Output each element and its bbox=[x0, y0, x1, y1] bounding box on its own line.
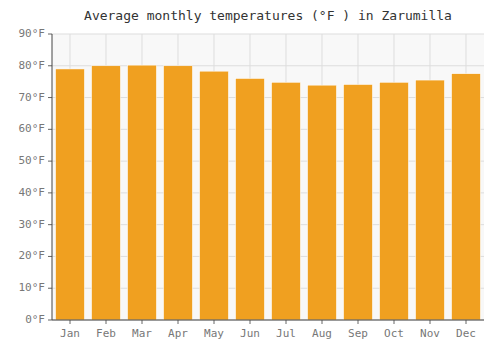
y-tick-label: 60°F bbox=[19, 122, 46, 135]
y-tick-label: 20°F bbox=[19, 249, 46, 262]
x-tick bbox=[214, 320, 215, 324]
x-ticks: Jan Feb Mar Apr May Jun Jul Aug Sep Oct Nov Dec bbox=[60, 320, 476, 340]
grid bbox=[52, 34, 484, 320]
plot-background bbox=[52, 34, 484, 320]
y-tick bbox=[48, 129, 52, 130]
bars bbox=[56, 65, 481, 320]
x-tick bbox=[322, 320, 323, 324]
x-tick-label: Dec bbox=[456, 327, 476, 340]
y-tick bbox=[48, 256, 52, 257]
y-tick-label: 50°F bbox=[19, 154, 46, 167]
x-tick-label: Mar bbox=[132, 327, 152, 340]
chart: 0°F 10°F 20°F 30°F 40°F 50°F 60°F 70°F 80°F 90°F J… bbox=[0, 0, 500, 350]
x-tick bbox=[142, 320, 143, 324]
x-tick bbox=[466, 320, 467, 324]
bar bbox=[380, 82, 409, 320]
y-tick bbox=[48, 34, 52, 35]
bar bbox=[308, 85, 337, 320]
y-tick bbox=[48, 320, 52, 321]
y-ticks: 0°F 10°F 20°F 30°F 40°F 50°F 60°F 70°F 80°F 90°F bbox=[19, 27, 53, 326]
x-tick-label: Aug bbox=[312, 327, 332, 340]
x-tick-label: Jul bbox=[276, 327, 296, 340]
x-tick-label: Sep bbox=[348, 327, 368, 340]
y-tick bbox=[48, 192, 52, 193]
y-tick-label: 70°F bbox=[19, 91, 46, 104]
bar bbox=[92, 66, 121, 320]
grid-line-y bbox=[52, 34, 484, 35]
y-tick-label: 40°F bbox=[19, 186, 46, 199]
x-tick-label: Apr bbox=[168, 327, 188, 340]
y-tick-label: 0°F bbox=[25, 313, 45, 326]
x-tick bbox=[250, 320, 251, 324]
x-tick bbox=[358, 320, 359, 324]
x-tick-label: Nov bbox=[420, 327, 440, 340]
x-axis-line bbox=[52, 320, 484, 321]
bar bbox=[416, 80, 445, 320]
bar bbox=[452, 74, 481, 320]
x-tick-label: Oct bbox=[384, 327, 404, 340]
x-tick-label: Jan bbox=[60, 327, 80, 340]
x-tick bbox=[430, 320, 431, 324]
x-tick bbox=[394, 320, 395, 324]
bar bbox=[236, 78, 265, 320]
y-tick-label: 90°F bbox=[19, 27, 46, 40]
bar bbox=[344, 85, 373, 320]
y-tick bbox=[48, 97, 52, 98]
x-tick bbox=[286, 320, 287, 324]
bar bbox=[200, 71, 229, 320]
y-tick bbox=[48, 288, 52, 289]
y-tick bbox=[48, 224, 52, 225]
x-tick-label: Jun bbox=[240, 327, 260, 340]
x-tick-label: May bbox=[204, 327, 224, 340]
y-axis-line bbox=[52, 34, 53, 320]
y-tick bbox=[48, 65, 52, 66]
x-tick-label: Feb bbox=[96, 327, 116, 340]
y-tick-label: 30°F bbox=[19, 218, 46, 231]
chart-container: 0°F 10°F 20°F 30°F 40°F 50°F 60°F 70°F 80°F 90°F J… bbox=[0, 0, 500, 350]
grid-line-y bbox=[52, 320, 484, 321]
bar bbox=[128, 65, 157, 320]
bar bbox=[272, 82, 301, 320]
y-tick bbox=[48, 161, 52, 162]
x-tick bbox=[106, 320, 107, 324]
x-tick bbox=[70, 320, 71, 324]
title: Average monthly temperatures (°F ) in Za… bbox=[84, 8, 452, 23]
bar bbox=[56, 69, 85, 320]
y-tick-label: 80°F bbox=[19, 59, 46, 72]
x-tick bbox=[178, 320, 179, 324]
y-tick-label: 10°F bbox=[19, 281, 46, 294]
bar bbox=[164, 66, 193, 320]
